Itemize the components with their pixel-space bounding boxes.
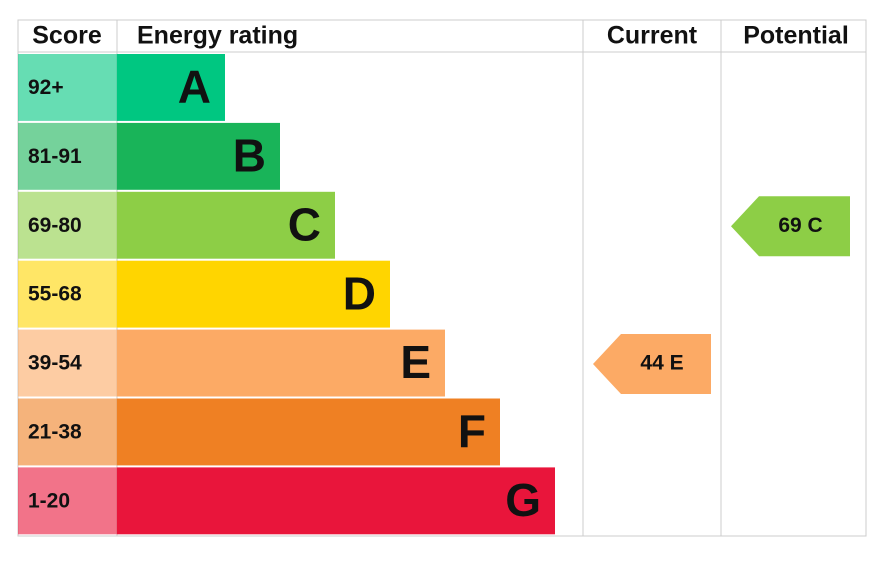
band-letter: C — [288, 198, 321, 250]
band-bar — [117, 122, 280, 190]
score-cell — [18, 122, 117, 190]
band-bar — [117, 329, 445, 397]
header: Potential — [743, 22, 849, 50]
score-cell — [18, 467, 117, 535]
band-bar — [117, 398, 500, 466]
score-label: 39-54 — [28, 352, 82, 375]
score-cell — [18, 54, 117, 121]
score-cell — [18, 260, 117, 328]
band-bar — [117, 191, 335, 259]
rating-label: 69 C — [778, 214, 822, 237]
band-letter: E — [400, 336, 431, 388]
rating-arrow — [731, 196, 850, 257]
rating-arrow — [593, 334, 711, 395]
band-letter: B — [233, 130, 266, 182]
score-label: 21-38 — [28, 420, 82, 443]
score-cell — [18, 191, 117, 259]
score-label: 92+ — [28, 76, 64, 99]
band-letter: D — [343, 267, 376, 319]
band-bar — [117, 260, 390, 328]
band-letter: F — [458, 405, 486, 457]
band-bar — [117, 54, 225, 121]
band-letter: A — [178, 61, 211, 113]
score-label: 1-20 — [28, 489, 70, 512]
score-cell — [18, 398, 117, 466]
rating-label: 44 E — [640, 352, 683, 375]
score-label: 55-68 — [28, 283, 82, 306]
score-label: 69-80 — [28, 214, 82, 237]
header: Score — [32, 22, 102, 50]
band-letter: G — [505, 474, 541, 526]
band-bar — [117, 467, 555, 535]
score-cell — [18, 329, 117, 397]
header: Current — [607, 22, 698, 50]
header: Energy rating — [137, 22, 298, 50]
score-label: 81-91 — [28, 145, 82, 168]
